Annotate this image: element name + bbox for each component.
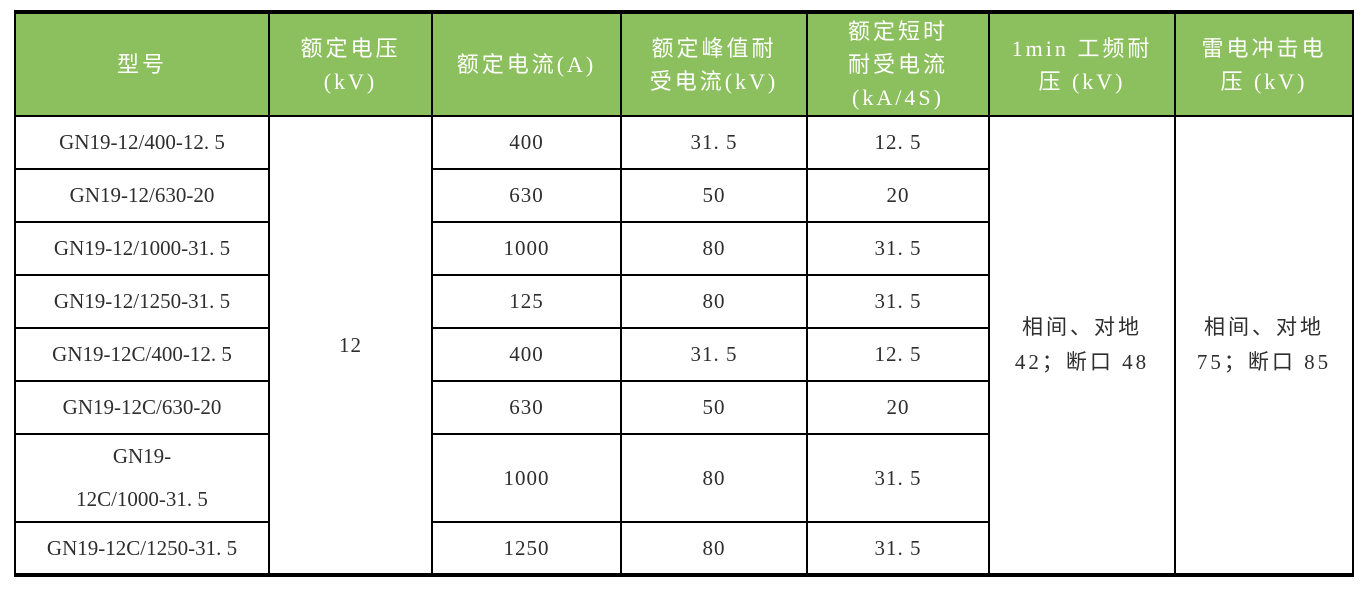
col-header-short-time-current: 额定短时 耐受电流 (kA/4S) <box>806 11 990 117</box>
short-time-current-cell: 31. 5 <box>806 274 990 329</box>
table-row: GN19-12/1000-31. 5 1000 80 31. 5 <box>14 221 1353 276</box>
short-time-current-cell: 12. 5 <box>806 115 990 170</box>
table-row: GN19-12/400-12. 5 12 400 31. 5 12. 5 相间、… <box>14 114 1354 577</box>
model-cell: GN19-12/400-12. 5 <box>14 115 270 170</box>
table-row: GN19-12C/630-20 630 50 20 <box>14 380 1353 435</box>
model-cell: GN19-12/1250-31. 5 <box>14 274 270 329</box>
model-cell: GN19-12C/630-20 <box>14 380 270 435</box>
peak-current-cell: 80 <box>620 521 808 577</box>
table-row: GN19-12C/400-12. 5 400 31. 5 12. 5 <box>14 327 1353 382</box>
header-row: 型号 额定电压 (kV) 额定电流(A) 额定峰值耐 受电流(kV) 额定短时 … <box>14 11 1354 117</box>
model-cell: GN19-12C/400-12. 5 <box>14 327 270 382</box>
model-cell: GN19- 12C/1000-31. 5 <box>14 432 270 524</box>
power-frequency-cell: 相间、对地 42；断口 48 <box>988 114 1176 577</box>
table-row: GN19-12C/1250-31. 5 1250 80 31. 5 <box>14 521 1353 577</box>
peak-current-cell: 50 <box>620 380 808 435</box>
table-row: GN19-12/630-20 630 50 20 <box>14 168 1353 223</box>
short-time-current-cell: 31. 5 <box>806 221 990 276</box>
spec-table: 型号 额定电压 (kV) 额定电流(A) 额定峰值耐 受电流(kV) 额定短时 … <box>14 10 1354 578</box>
current-cell: 125 <box>431 274 622 329</box>
current-cell: 1250 <box>431 521 622 577</box>
short-time-current-cell: 20 <box>806 380 990 435</box>
col-header-rated-voltage: 额定电压 (kV) <box>268 11 433 117</box>
short-time-current-cell: 31. 5 <box>806 521 990 577</box>
current-cell: 400 <box>431 115 622 170</box>
col-header-rated-current: 额定电流(A) <box>431 11 622 117</box>
col-header-model: 型号 <box>14 11 270 117</box>
peak-current-cell: 80 <box>620 432 808 524</box>
peak-current-cell: 31. 5 <box>620 115 808 170</box>
current-cell: 1000 <box>431 221 622 276</box>
col-header-lightning-impulse: 雷电冲击电 压 (kV) <box>1174 11 1354 117</box>
current-cell: 1000 <box>431 432 622 524</box>
current-cell: 630 <box>431 168 622 223</box>
lightning-impulse-cell: 相间、对地 75；断口 85 <box>1174 114 1354 577</box>
table-row: GN19-12/1250-31. 5 125 80 31. 5 <box>14 274 1353 329</box>
model-cell: GN19-12/1000-31. 5 <box>14 221 270 276</box>
current-cell: 630 <box>431 380 622 435</box>
current-cell: 400 <box>431 327 622 382</box>
col-header-peak-withstand-current: 额定峰值耐 受电流(kV) <box>620 11 808 117</box>
peak-current-cell: 80 <box>620 274 808 329</box>
rated-voltage-cell: 12 <box>268 114 433 577</box>
short-time-current-cell: 20 <box>806 168 990 223</box>
col-header-power-frequency-withstand: 1min 工频耐 压 (kV) <box>988 11 1176 117</box>
peak-current-cell: 50 <box>620 168 808 223</box>
peak-current-cell: 80 <box>620 221 808 276</box>
short-time-current-cell: 31. 5 <box>806 432 990 524</box>
model-cell: GN19-12C/1250-31. 5 <box>14 521 270 577</box>
table-row: GN19- 12C/1000-31. 5 1000 80 31. 5 <box>14 432 1353 524</box>
model-cell: GN19-12/630-20 <box>14 168 270 223</box>
peak-current-cell: 31. 5 <box>620 327 808 382</box>
short-time-current-cell: 12. 5 <box>806 327 990 382</box>
